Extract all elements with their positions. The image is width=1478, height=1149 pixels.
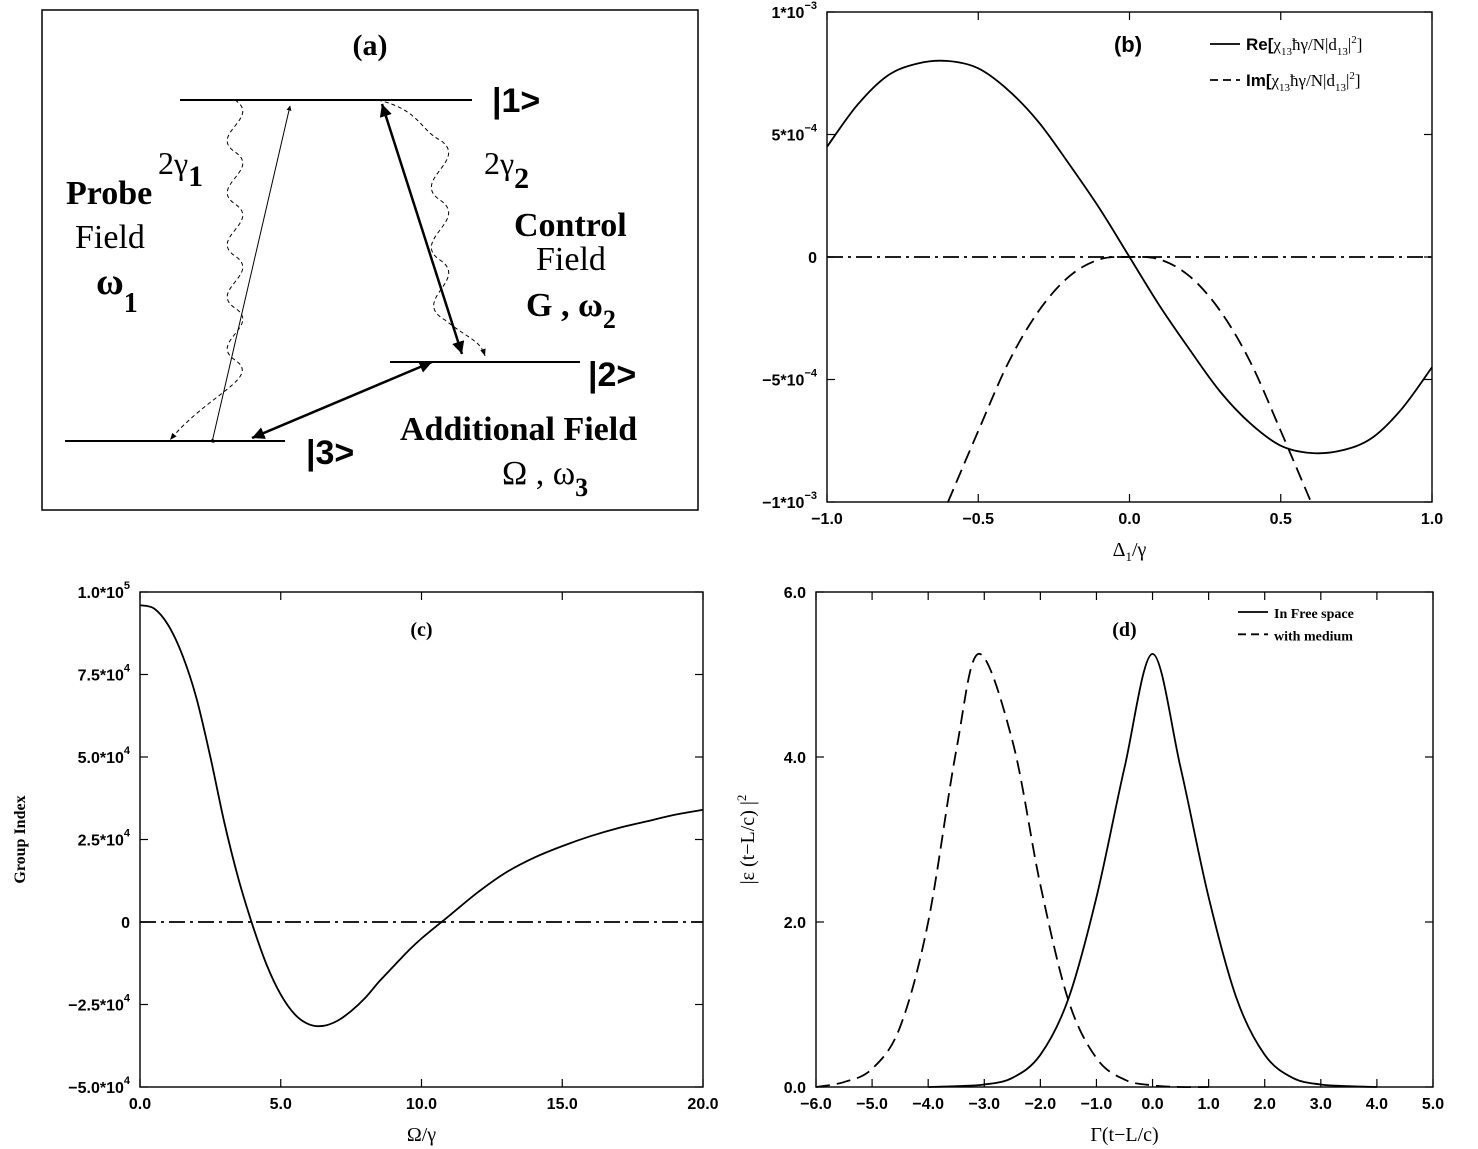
charts-group: −1.0 −0.5 0.0 0.5 1.0 −1*10−3 −5*10−4 0 5*10−4 1*… — [12, 0, 1444, 1146]
y-tick-label: 5.0*104 — [78, 745, 131, 767]
x-tick-label: 0.0 — [129, 1096, 151, 1113]
panel-label: (c) — [410, 619, 432, 641]
x-axis-label: Γ(t−L/c) — [1090, 1124, 1158, 1146]
x-tick-label: 1.0 — [1198, 1096, 1220, 1113]
x-tick-label: 0.0 — [1118, 511, 1140, 528]
x-tick-label: 2.0 — [1254, 1096, 1276, 1113]
y-tick-label: 5*10−4 — [772, 123, 818, 145]
chart-panel: −6.0 −5.0 −4.0 −3.0 −2.0 −1.0 0.0 1.0 2.0 3.0 4.0 5… — [734, 585, 1444, 1146]
y-tick-label: 6.0 — [784, 585, 806, 602]
control-title: Control — [514, 207, 627, 244]
x-tick-label: 15.0 — [547, 1096, 578, 1113]
x-axis-label: Δ1/γ — [1113, 539, 1147, 564]
panel-label: (b) — [1114, 32, 1142, 57]
probe-arrow — [209, 105, 292, 443]
panel-a-label: (a) — [353, 29, 388, 62]
y-tick-label: −5.0*104 — [68, 1075, 131, 1097]
x-tick-label: −1.0 — [1081, 1096, 1113, 1113]
y-tick-label: 7.5*104 — [78, 663, 131, 685]
x-tick-label: 1.0 — [1421, 511, 1443, 528]
x-tick-label: 5.0 — [1422, 1096, 1444, 1113]
legend-label: with medium — [1274, 629, 1353, 644]
legend-label: Re[χ13ħγ/N|d13|2] — [1246, 34, 1362, 58]
y-axis-label: |ε (t−L/c) |2 — [734, 795, 759, 885]
legend-label: Im[χ13ħγ/N|d13|2] — [1246, 70, 1361, 94]
y-tick-label: 1.0*105 — [78, 580, 130, 602]
probe-field-label: Field — [75, 219, 145, 256]
level-1-label: |1> — [492, 82, 540, 120]
y-tick-label: 0 — [808, 250, 817, 267]
x-tick-label: −3.0 — [968, 1096, 1000, 1113]
control-arrow — [379, 103, 465, 355]
x-axis-label: Ω/γ — [407, 1124, 436, 1146]
additional-frequency: Ω , ω3 — [502, 455, 588, 502]
additional-title: Additional Field — [400, 411, 637, 448]
y-tick-label: −1*10−3 — [762, 490, 817, 512]
y-tick-label: 1*10−3 — [772, 0, 817, 22]
x-tick-label: 10.0 — [406, 1096, 437, 1113]
x-tick-label: −4.0 — [912, 1096, 944, 1113]
x-tick-label: 20.0 — [687, 1096, 718, 1113]
x-tick-label: 0.0 — [1141, 1096, 1163, 1113]
x-tick-label: −6.0 — [800, 1096, 832, 1113]
control-frequency: G , ω2 — [526, 287, 616, 334]
legend-label: In Free space — [1274, 607, 1354, 622]
series-line — [947, 256, 1312, 503]
panel-a-diagram: (a) |1> |2> |3> 2γ1 2γ2 Probe Field ω1 C… — [41, 9, 699, 511]
y-tick-label: 2.0 — [784, 915, 806, 932]
x-tick-label: −2.0 — [1025, 1096, 1057, 1113]
x-tick-label: −1.0 — [811, 511, 843, 528]
x-tick-label: 5.0 — [270, 1096, 292, 1113]
level-2-label: |2> — [588, 356, 636, 394]
probe-frequency: ω1 — [96, 261, 138, 319]
series-line — [928, 652, 1377, 1088]
panel-a-frame — [41, 9, 699, 511]
y-tick-label: 0 — [121, 915, 130, 932]
x-tick-label: −5.0 — [856, 1096, 888, 1113]
decay-1-label: 2γ1 — [158, 145, 203, 193]
x-tick-label: −0.5 — [962, 511, 994, 528]
y-axis-label: Group Index — [12, 795, 29, 883]
chart-panel: −1.0 −0.5 0.0 0.5 1.0 −1*10−3 −5*10−4 0 5*10−4 1*… — [762, 0, 1443, 564]
x-tick-label: 3.0 — [1310, 1096, 1332, 1113]
additional-arrow — [251, 360, 433, 440]
level-3-label: |3> — [306, 434, 354, 472]
plot-frame — [815, 591, 1434, 1088]
y-tick-label: −5*10−4 — [762, 368, 818, 390]
y-tick-label: −2.5*104 — [68, 993, 131, 1015]
y-tick-label: 4.0 — [784, 750, 806, 767]
plot-frame — [139, 591, 704, 1088]
series-line — [139, 604, 704, 1028]
chart-panel: 0.0 5.0 10.0 15.0 20.0 −5.0*104 −2.5*104 0 2.5*1… — [12, 580, 719, 1146]
y-tick-label: 2.5*104 — [78, 828, 131, 850]
panel-label: (d) — [1112, 619, 1136, 641]
x-tick-label: 4.0 — [1366, 1096, 1388, 1113]
control-field-label: Field — [536, 241, 606, 278]
probe-title: Probe — [66, 175, 152, 212]
series-line — [815, 652, 1209, 1089]
y-tick-label: 0.0 — [784, 1080, 806, 1097]
x-tick-label: 0.5 — [1270, 511, 1292, 528]
decay-2-label: 2γ2 — [484, 145, 529, 195]
